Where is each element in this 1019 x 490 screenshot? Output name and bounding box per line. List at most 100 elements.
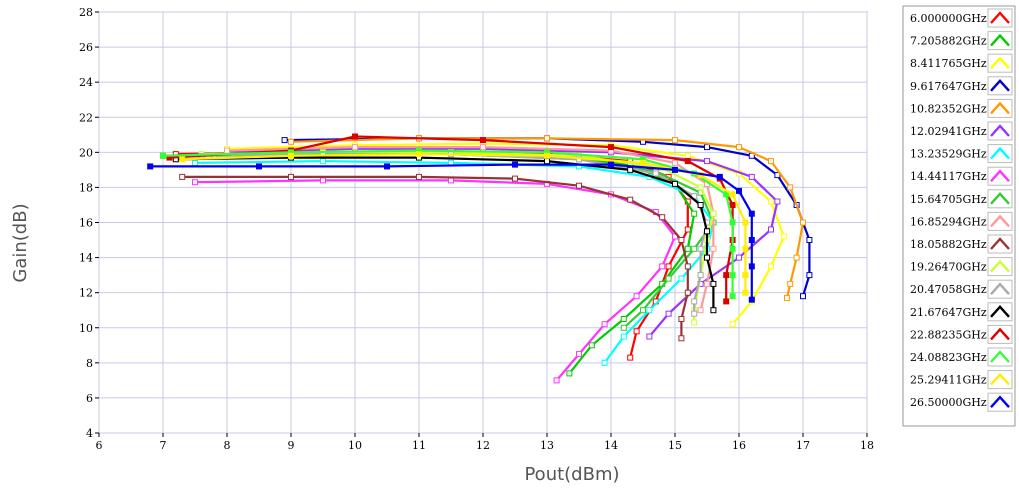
data-point [384, 163, 390, 170]
data-point [352, 144, 358, 151]
data-point [704, 280, 710, 287]
y-tick-label: 10 [79, 322, 93, 335]
data-point [448, 177, 454, 184]
data-point [678, 316, 685, 322]
data-point [704, 158, 710, 165]
legend-swatch-frame [987, 234, 1013, 254]
legend-label: 13.23529GHz [910, 148, 987, 161]
data-point [787, 184, 794, 191]
data-point [672, 137, 678, 144]
series-layer [147, 133, 813, 384]
data-point [620, 333, 627, 340]
series-line [194, 160, 715, 364]
legend-label: 16.85294GHz [910, 215, 987, 228]
legend-label: 15.64705GHz [910, 193, 987, 206]
legend-swatch-frame [987, 392, 1013, 412]
series-17 [147, 161, 755, 303]
legend-swatch-frame [987, 8, 1013, 28]
series-line [194, 179, 677, 382]
data-point [736, 254, 742, 261]
data-point [697, 272, 704, 279]
data-point [742, 289, 749, 296]
legend-swatch [990, 259, 1010, 273]
data-point [608, 144, 614, 151]
data-point [768, 226, 774, 233]
data-point [723, 272, 730, 279]
data-point [627, 166, 634, 173]
x-tick-label: 11 [412, 439, 426, 452]
data-point [665, 275, 672, 282]
legend-swatch [990, 237, 1010, 250]
data-point [620, 324, 627, 331]
legend-label: 6.000000GHz [910, 12, 987, 25]
series-line [182, 175, 689, 339]
data-point [646, 333, 653, 340]
y-tick-label: 28 [79, 6, 93, 19]
data-point [633, 328, 640, 335]
data-point [742, 272, 749, 279]
data-point [684, 263, 691, 270]
data-point [627, 354, 634, 361]
legend-swatch-frame [987, 144, 1013, 164]
data-point [320, 177, 326, 184]
legend-swatch [990, 395, 1010, 409]
data-point [576, 351, 582, 358]
data-point [160, 152, 166, 159]
legend-swatch-frame [987, 98, 1013, 118]
y-tick-label: 24 [79, 76, 93, 89]
data-point [288, 138, 294, 145]
legend-swatch-frame [987, 121, 1013, 141]
y-tick-label: 8 [86, 357, 93, 370]
data-point [480, 137, 486, 144]
legend-swatch-frame [987, 76, 1013, 96]
x-tick-label: 18 [860, 439, 874, 452]
data-point [576, 182, 582, 189]
series-line [226, 147, 779, 338]
series-16 [179, 151, 749, 296]
data-point [512, 161, 518, 168]
data-point [729, 245, 736, 252]
data-point [704, 254, 710, 261]
series-13 [172, 154, 717, 314]
data-point [729, 191, 736, 198]
data-point [806, 237, 813, 243]
data-point [416, 151, 422, 158]
legend-swatch [990, 169, 1010, 183]
legend-swatch-frame [987, 370, 1013, 390]
legend-swatch [990, 124, 1010, 137]
data-point [588, 342, 595, 349]
data-point [633, 293, 640, 300]
y-tick-label: 22 [79, 111, 93, 124]
legend-swatch [990, 79, 1010, 92]
legend-swatch-frame [987, 53, 1013, 73]
legend-label: 25.29411GHz [910, 374, 987, 387]
data-point [710, 307, 717, 314]
y-tick-label: 16 [79, 217, 93, 230]
data-point [179, 173, 186, 180]
data-point [684, 245, 691, 252]
data-point [784, 294, 790, 301]
data-point [512, 175, 518, 182]
series-4 [288, 135, 806, 301]
legend-swatch-frame [987, 189, 1013, 209]
x-tick-label: 17 [796, 439, 810, 452]
x-tick-label: 12 [476, 439, 490, 452]
legend-swatch-frame [987, 324, 1013, 344]
data-point [742, 245, 749, 252]
legend-swatch [990, 101, 1010, 115]
data-point [544, 135, 550, 142]
x-tick-label: 10 [348, 439, 362, 452]
legend-label: 26.50000GHz [910, 396, 987, 409]
data-point [678, 335, 685, 342]
x-tick-label: 13 [540, 439, 554, 452]
legend-swatch-frame [987, 279, 1013, 299]
data-point [659, 214, 666, 221]
data-point [710, 245, 717, 252]
data-point [601, 321, 608, 328]
data-point [640, 159, 646, 166]
data-point [806, 272, 813, 279]
data-point [748, 237, 755, 243]
data-point [665, 263, 672, 270]
data-point [566, 370, 573, 377]
